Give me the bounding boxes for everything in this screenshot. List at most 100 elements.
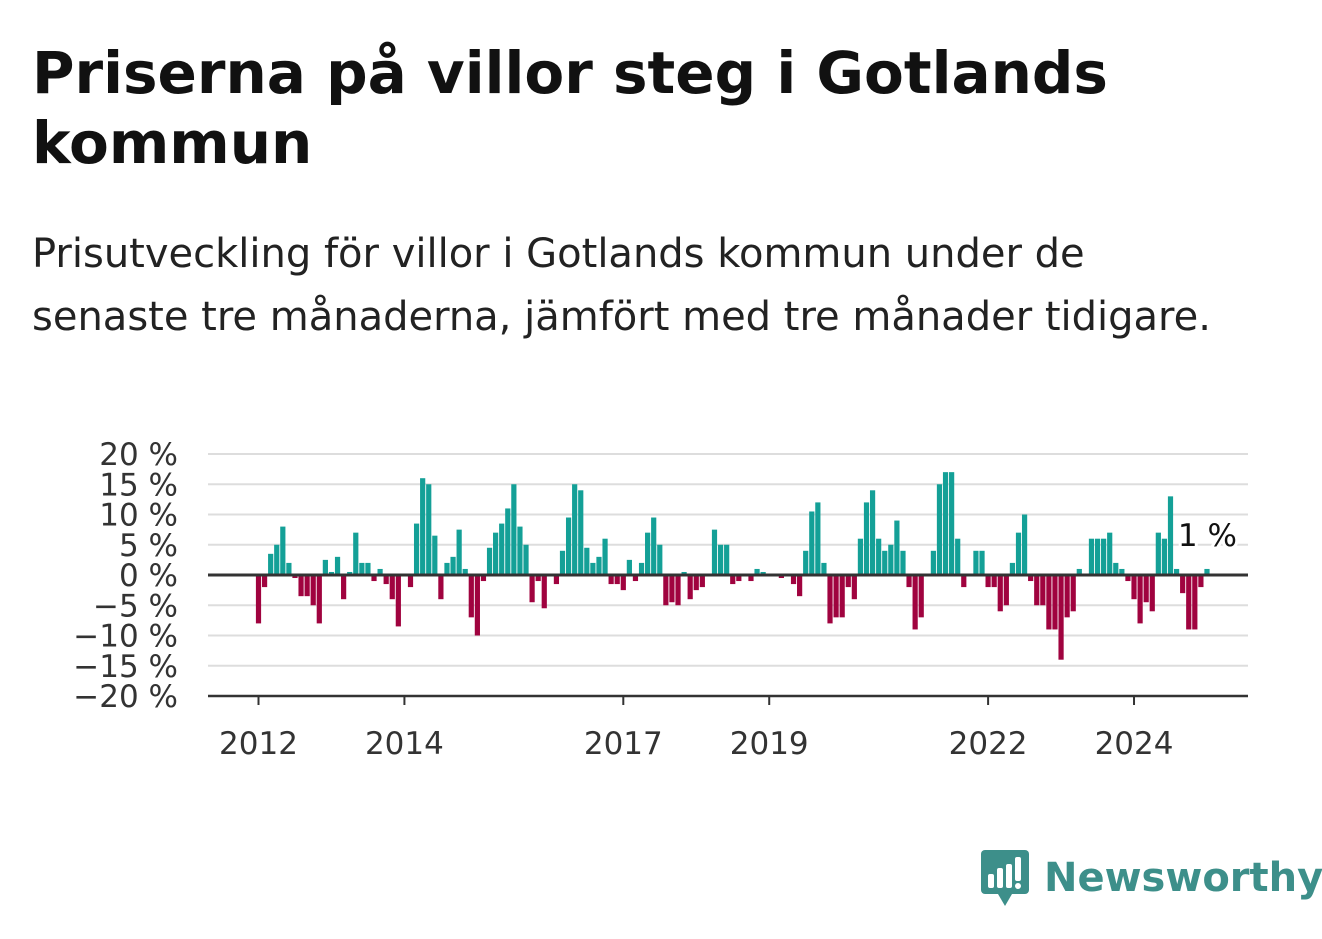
bar xyxy=(468,575,474,618)
bar xyxy=(1046,575,1052,630)
bar xyxy=(523,544,529,575)
bar xyxy=(614,575,620,585)
bar xyxy=(341,575,347,600)
y-axis-labels: 20 %15 %10 %5 %0 %−5 %−10 %−15 %−20 % xyxy=(73,437,178,715)
bar xyxy=(1198,575,1204,588)
x-tick-label: 2014 xyxy=(365,726,444,762)
bar xyxy=(462,568,468,575)
bar xyxy=(413,523,420,575)
x-tick-label: 2017 xyxy=(584,726,663,762)
x-tick-label: 2019 xyxy=(730,726,809,762)
bar xyxy=(420,478,426,575)
y-tick-label: −10 % xyxy=(73,619,178,655)
bar xyxy=(693,575,699,591)
bar xyxy=(681,571,687,575)
bar xyxy=(334,556,341,575)
bar xyxy=(511,484,517,575)
bar xyxy=(815,502,821,575)
annotations: 1 % xyxy=(1175,515,1240,557)
bar xyxy=(292,575,298,579)
y-tick-label: −5 % xyxy=(93,588,178,624)
bar xyxy=(1052,575,1058,630)
bar xyxy=(730,575,736,585)
gridlines xyxy=(208,453,1248,667)
bar xyxy=(1161,538,1168,575)
bar xyxy=(651,517,657,575)
bar xyxy=(383,575,389,585)
bar xyxy=(456,529,462,576)
bar xyxy=(1180,575,1186,594)
bar xyxy=(857,538,864,575)
bar xyxy=(1088,538,1095,575)
bar xyxy=(590,562,596,575)
bar xyxy=(790,575,797,585)
bar xyxy=(663,575,669,606)
bar xyxy=(851,575,857,600)
bar xyxy=(620,575,626,591)
bar xyxy=(1015,532,1022,575)
bar xyxy=(687,575,693,600)
bar xyxy=(602,538,608,575)
bar xyxy=(1076,568,1082,575)
bar xyxy=(797,575,803,597)
bar xyxy=(1167,496,1174,575)
bar xyxy=(499,523,505,575)
bar xyxy=(657,544,663,575)
bar xyxy=(255,575,262,624)
bar xyxy=(1143,575,1149,603)
bar xyxy=(541,575,547,609)
bar xyxy=(322,559,328,576)
bar xyxy=(1131,575,1137,600)
bar xyxy=(1058,575,1064,660)
bar xyxy=(669,575,675,603)
bar xyxy=(949,472,955,575)
axes xyxy=(208,573,1248,698)
bar xyxy=(626,559,632,576)
bar xyxy=(298,575,304,597)
bar xyxy=(863,502,870,575)
bar xyxy=(493,532,499,575)
bar xyxy=(888,544,894,575)
bar xyxy=(936,484,943,575)
chart-subtitle: Prisutveckling för villor i Gotlands kom… xyxy=(32,231,1211,340)
bar xyxy=(717,544,724,575)
bar xyxy=(882,550,888,575)
bar xyxy=(991,575,997,588)
bar xyxy=(876,538,882,575)
bar xyxy=(1021,514,1028,575)
bar-chart: 20 %15 %10 %5 %0 %−5 %−10 %−15 %−20 % 20… xyxy=(73,437,1248,762)
bar xyxy=(1149,575,1155,612)
bar xyxy=(328,571,335,575)
bar xyxy=(286,562,292,575)
bar xyxy=(760,571,766,575)
bar xyxy=(955,538,961,575)
bar xyxy=(359,562,365,575)
y-tick-label: 15 % xyxy=(99,467,178,503)
bar xyxy=(1028,575,1034,582)
bar xyxy=(1009,562,1016,575)
bar xyxy=(1173,568,1180,575)
brand-logo: Newsworthy xyxy=(980,848,1322,908)
x-tick-label: 2024 xyxy=(1095,726,1174,762)
bar xyxy=(426,484,432,575)
bar xyxy=(1101,538,1107,575)
newsworthy-logo-icon xyxy=(981,850,1029,906)
bar xyxy=(803,550,809,575)
bar xyxy=(474,575,480,636)
bar xyxy=(997,575,1003,612)
bar xyxy=(1034,575,1040,606)
y-tick-label: 10 % xyxy=(99,498,178,534)
bar xyxy=(608,575,614,585)
brand-name: Newsworthy xyxy=(1044,855,1322,901)
bar xyxy=(845,575,851,588)
bar xyxy=(316,575,322,624)
bar xyxy=(900,550,906,575)
bar xyxy=(1094,538,1101,575)
x-tick-label: 2012 xyxy=(219,726,298,762)
last-value-label: 1 % xyxy=(1178,518,1237,554)
chart-title: Priserna på villor steg i Gotlands kommu… xyxy=(32,39,1108,177)
bar xyxy=(347,571,353,575)
bar xyxy=(1070,575,1076,612)
bar xyxy=(389,575,395,600)
bar xyxy=(450,556,456,575)
